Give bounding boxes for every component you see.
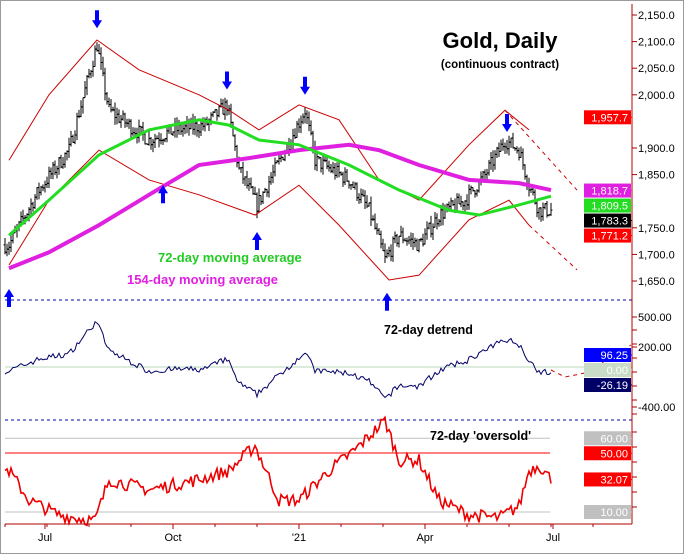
value-label-box xyxy=(584,228,631,243)
y-tick-label: 2,000.0 xyxy=(638,90,675,102)
value-label-box xyxy=(584,110,631,125)
detrend-line xyxy=(4,320,552,399)
value-label: 10.00 xyxy=(600,507,628,519)
value-label-box xyxy=(584,183,631,198)
value-label-box xyxy=(584,505,631,519)
y-tick-label: -400.00 xyxy=(638,402,675,414)
y-tick-label: 500.00 xyxy=(638,312,672,324)
value-label-box xyxy=(584,363,631,377)
value-label: 1,783.3 xyxy=(591,216,628,228)
y-tick-label: 1,700.0 xyxy=(638,249,675,261)
up-arrow-icon xyxy=(382,292,392,311)
ma72-line xyxy=(8,118,552,237)
lower-band-line xyxy=(8,149,530,281)
value-label: 1,771.2 xyxy=(591,231,628,243)
value-label-box xyxy=(584,348,631,362)
value-label-box xyxy=(584,431,631,446)
x-tick-label: Oct xyxy=(164,532,181,544)
value-label-box xyxy=(584,472,631,487)
upper-band-projection xyxy=(504,109,578,191)
up-arrow-icon xyxy=(252,232,262,251)
x-tick-label: Apr xyxy=(416,532,433,544)
value-label: 1,818.7 xyxy=(591,186,628,198)
value-label: 60.00 xyxy=(600,433,628,445)
x-tick-label: Jul xyxy=(546,532,560,544)
down-arrow-icon xyxy=(502,114,512,133)
y-tick-label: 2,050.0 xyxy=(638,63,675,75)
y-tick-label: 1,650.0 xyxy=(638,276,675,288)
oversold-line xyxy=(4,415,552,527)
turning-point-arrows xyxy=(4,10,512,311)
x-tick-label: Jul xyxy=(38,532,52,544)
value-label: -26.19 xyxy=(597,380,628,392)
down-arrow-icon xyxy=(222,71,232,90)
x-tick-label: '21 xyxy=(292,532,306,544)
value-label: 1,957.7 xyxy=(591,112,628,124)
chart-subtitle: (continuous contract) xyxy=(441,59,559,71)
panel-separators xyxy=(5,299,632,513)
detrend-projection xyxy=(550,344,632,378)
detrend-title: 72-day detrend xyxy=(384,323,473,337)
y-tick-label: 1,750.0 xyxy=(638,223,675,235)
oversold-title: 72-day 'oversold' xyxy=(430,429,531,443)
up-arrow-icon xyxy=(4,288,14,307)
axes: 2,150.0 2,100.0 2,050.0 2,000.0 1,900.0 1,850… xyxy=(4,4,675,544)
chart-title: Gold, Daily xyxy=(443,28,559,53)
value-label: 96.25 xyxy=(600,350,628,362)
ma72-annotation: 72-day moving average xyxy=(158,250,302,265)
value-label-box xyxy=(584,378,631,392)
ma154-line xyxy=(8,142,552,271)
down-arrow-icon xyxy=(300,76,310,95)
value-label-box xyxy=(584,198,631,213)
value-label: 50.00 xyxy=(600,448,628,460)
down-arrow-icon xyxy=(92,10,102,29)
value-label: 1,809.5 xyxy=(591,201,628,213)
upper-band-line xyxy=(8,39,530,201)
value-label-box xyxy=(584,446,631,461)
indicator-lines xyxy=(4,39,632,527)
value-label-box xyxy=(584,213,631,228)
y-tick-label: 2,150.0 xyxy=(638,10,675,22)
ma154-annotation: 154-day moving average xyxy=(127,272,278,287)
y-tick-label: 1,850.0 xyxy=(638,170,675,182)
lower-band-projection xyxy=(528,224,578,271)
y-tick-label: 1,900.0 xyxy=(638,143,675,155)
y-tick-label: 2,100.0 xyxy=(638,37,675,49)
up-arrow-icon xyxy=(158,185,168,204)
y-tick-label: 200.00 xyxy=(638,342,672,354)
value-label: 0.00 xyxy=(607,365,628,377)
value-label: 32.07 xyxy=(600,474,628,486)
